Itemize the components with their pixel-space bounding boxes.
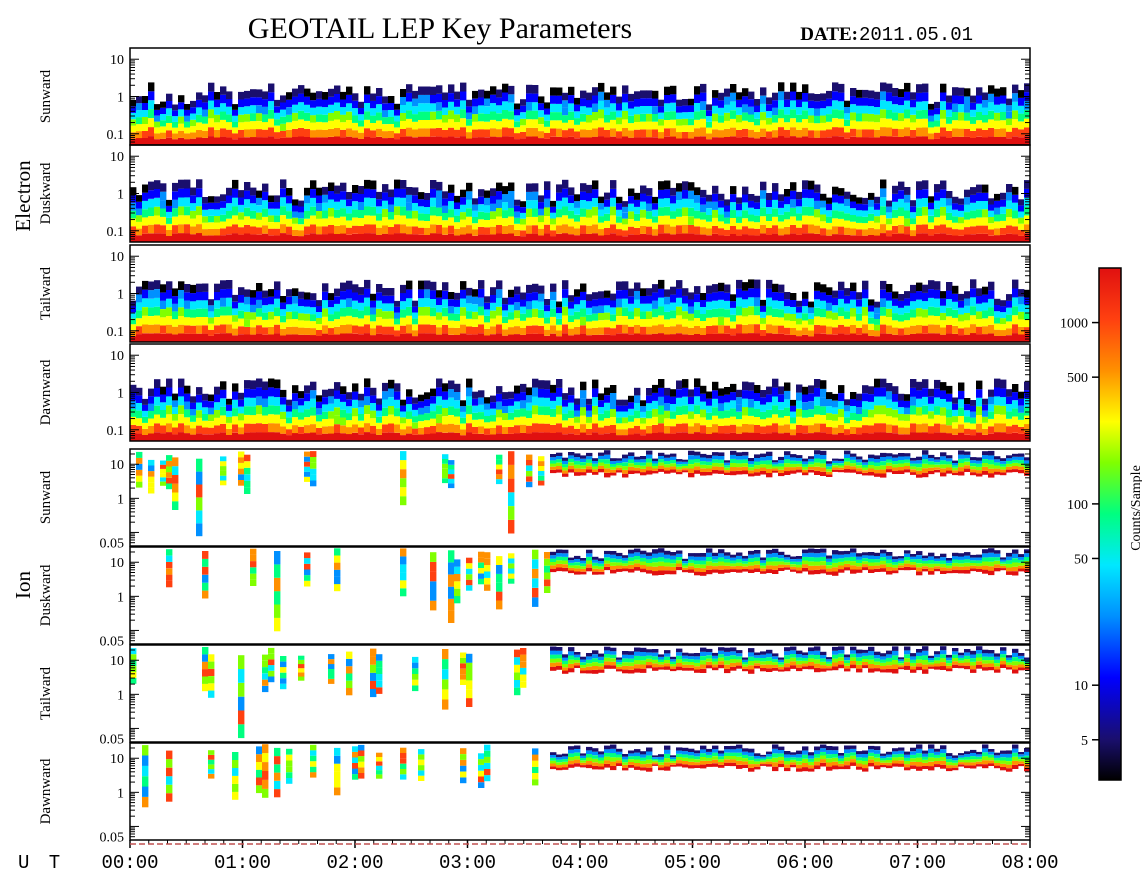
panel-name-label: Duskward (38, 564, 54, 626)
y-tick-label: 10 (110, 53, 124, 68)
colorbar-tick-label: 100 (1067, 498, 1088, 513)
y-minor-ticks (130, 47, 1030, 146)
x-tick-label: 06:00 (776, 852, 833, 874)
panel-ion-dawnward: 10 1 0.05 Dawnward (38, 742, 1031, 846)
y-minor-ticks (130, 747, 1030, 841)
panel-frame (129, 644, 1031, 743)
y-minor-ticks (130, 343, 1030, 442)
y-tick-label: 0.1 (107, 325, 125, 340)
y-tick-label: 10 (110, 654, 124, 669)
colorbar-tick-label: 10 (1074, 679, 1088, 694)
x-tick-label: 08:00 (1001, 852, 1058, 874)
date-label: DATE: (800, 24, 858, 45)
y-minor-ticks (130, 144, 1030, 243)
y-tick-label: 0.05 (100, 537, 125, 552)
x-tick-label: 01:00 (214, 852, 271, 874)
colorbar-tick-label: 5 (1081, 734, 1088, 749)
colorbar-tick-label: 50 (1074, 553, 1088, 568)
panel-name-label: Dawnward (38, 359, 54, 425)
panel-electron-dawnward: 10 1 0.1 Dawnward (38, 343, 1031, 442)
spectrogram-texture (136, 450, 1031, 537)
colorbar-tick-label: 1000 (1060, 317, 1088, 332)
y-tick-label: 1 (117, 786, 124, 801)
panel-frame (129, 448, 1031, 547)
y-tick-label: 1 (117, 590, 124, 605)
x-axis-label: U T (18, 852, 64, 874)
y-minor-ticks (130, 453, 1030, 547)
y-tick-label: 10 (110, 250, 124, 265)
group-label-ion: Ion (11, 571, 35, 599)
panel-electron-duskward: 10 1 0.1 Duskward (38, 144, 1031, 243)
panel-name-label: Tailward (38, 666, 54, 720)
x-tick-label: 03:00 (439, 852, 496, 874)
spectrogram-texture (130, 179, 1031, 242)
x-tick-label: 02:00 (326, 852, 383, 874)
panel-electron-sunward: 10 1 0.1 Sunward (38, 47, 1031, 146)
y-minor-ticks (130, 551, 1030, 645)
panel-ion-tailward: 10 1 0.05 Tailward (38, 644, 1031, 748)
panel-name-label: Sunward (38, 470, 54, 524)
y-tick-label: 0.05 (100, 635, 125, 650)
y-tick-label: 10 (110, 458, 124, 473)
y-tick-label: 0.05 (100, 733, 125, 748)
panel-name-label: Dawnward (38, 758, 54, 824)
spectrogram-texture (130, 378, 1031, 441)
y-tick-label: 10 (110, 349, 124, 364)
y-tick-label: 0.1 (107, 424, 125, 439)
panel-frame (129, 546, 1031, 645)
x-tick-label: 07:00 (889, 852, 946, 874)
colorbar-tick-label: 500 (1067, 371, 1088, 386)
chart-title: GEOTAIL LEP Key Parameters (248, 12, 632, 45)
panel-name-label: Sunward (38, 69, 54, 123)
colorbar-label: Counts/Sample (1129, 465, 1142, 551)
y-minor-ticks (130, 649, 1030, 743)
colorbar-ticks: 1000 500 100 50 10 5 (1060, 317, 1099, 749)
y-minor-ticks (130, 244, 1030, 343)
spectrogram-texture (130, 82, 1031, 145)
panel-name-label: Tailward (38, 266, 54, 320)
group-label-electron: Electron (11, 160, 35, 232)
x-tick-label: 00:00 (101, 852, 158, 874)
panel-ion-sunward: 10 1 0.05 Sunward (38, 448, 1031, 552)
y-tick-label: 10 (110, 556, 124, 571)
x-axis-ticks: 00:00 01:00 02:00 03:00 04:00 05:00 06:00 07:00… (101, 840, 1059, 874)
y-tick-label: 0.05 (100, 831, 125, 846)
spectrogram-texture (130, 279, 1031, 342)
spectrogram-texture (130, 646, 1031, 739)
spectrogram-texture (166, 548, 1031, 632)
y-tick-label: 0.1 (107, 225, 125, 240)
colorbar (1098, 267, 1122, 781)
date-value: 2011.05.01 (859, 24, 973, 46)
y-tick-label: 1 (117, 688, 124, 703)
x-tick-label: 04:00 (551, 852, 608, 874)
y-tick-label: 0.1 (107, 128, 125, 143)
y-tick-label: 1 (117, 288, 124, 303)
panel-ion-duskward: 10 1 0.05 Duskward (38, 546, 1031, 650)
panel-name-label: Duskward (38, 162, 54, 224)
y-tick-label: 10 (110, 752, 124, 767)
y-tick-label: 1 (117, 91, 124, 106)
panels-layer: 10 1 0.1 Sunward 10 1 0.1 Duskward 10 1 0.1 Tailwar… (38, 47, 1031, 846)
y-tick-label: 10 (110, 150, 124, 165)
y-tick-label: 1 (117, 492, 124, 507)
x-tick-label: 05:00 (664, 852, 721, 874)
y-tick-label: 1 (117, 188, 124, 203)
spectrogram-texture (142, 744, 1031, 808)
y-tick-label: 1 (117, 387, 124, 402)
panel-electron-tailward: 10 1 0.1 Tailward (38, 244, 1031, 343)
